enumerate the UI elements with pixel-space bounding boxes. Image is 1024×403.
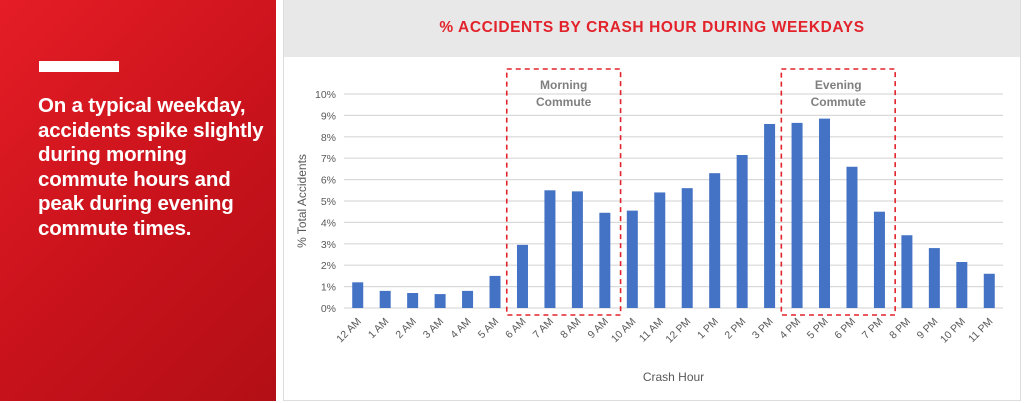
bar bbox=[819, 118, 831, 308]
x-tick-label: 5 PM bbox=[805, 316, 831, 342]
commute-label: Morning bbox=[540, 78, 587, 92]
accent-bar bbox=[39, 61, 119, 72]
bar bbox=[956, 261, 968, 308]
y-tick-label: 3% bbox=[321, 239, 336, 251]
x-tick-label: 12 AM bbox=[334, 316, 364, 346]
bar bbox=[544, 190, 556, 308]
commute-label: Evening bbox=[815, 78, 862, 92]
x-tick-label: 10 AM bbox=[609, 316, 639, 346]
y-tick-label: 10% bbox=[315, 89, 336, 101]
y-tick-label: 5% bbox=[321, 196, 336, 208]
bar bbox=[626, 210, 638, 308]
x-tick-label: 1 PM bbox=[695, 316, 721, 342]
x-tick-label: 6 PM bbox=[832, 316, 858, 342]
bar bbox=[873, 211, 885, 308]
bar bbox=[407, 293, 419, 308]
bar bbox=[846, 166, 858, 308]
chart-title: % ACCIDENTS BY CRASH HOUR DURING WEEKDAY… bbox=[439, 19, 865, 36]
x-tick-label: 9 AM bbox=[586, 316, 611, 341]
bar bbox=[654, 192, 666, 308]
commute-highlight-box bbox=[505, 68, 622, 316]
y-tick-label: 1% bbox=[321, 282, 336, 294]
x-tick-label: 3 AM bbox=[421, 316, 446, 341]
bar bbox=[901, 235, 913, 308]
bar bbox=[434, 294, 446, 308]
x-axis-title: Crash Hour bbox=[643, 370, 704, 384]
bar bbox=[736, 154, 748, 308]
y-tick-label: 2% bbox=[321, 260, 336, 272]
y-tick-label: 4% bbox=[321, 217, 336, 229]
x-tick-label: 8 PM bbox=[887, 316, 913, 342]
x-tick-label: 3 PM bbox=[750, 316, 776, 342]
y-tick-label: 8% bbox=[321, 132, 336, 144]
x-tick-label: 4 PM bbox=[777, 316, 803, 342]
x-tick-label: 8 AM bbox=[558, 316, 583, 341]
x-tick-label: 12 PM bbox=[663, 316, 693, 346]
y-tick-label: 9% bbox=[321, 110, 336, 122]
x-tick-label: 10 PM bbox=[938, 316, 968, 346]
bar bbox=[764, 123, 776, 309]
summary-text: On a typical weekday, accidents spike sl… bbox=[38, 94, 264, 240]
x-tick-label: 6 AM bbox=[503, 316, 528, 341]
bar bbox=[599, 212, 611, 308]
y-tick-label: 7% bbox=[321, 153, 336, 165]
summary-panel: On a typical weekday, accidents spike sl… bbox=[0, 0, 276, 401]
commute-label: Commute bbox=[811, 95, 867, 109]
bar bbox=[352, 282, 364, 308]
x-tick-label: 2 PM bbox=[722, 316, 748, 342]
commute-highlight-box bbox=[780, 68, 896, 316]
x-tick-label: 1 AM bbox=[366, 316, 391, 341]
x-tick-label: 5 AM bbox=[476, 316, 501, 341]
x-tick-label: 4 AM bbox=[448, 316, 473, 341]
chart-panel: % ACCIDENTS BY CRASH HOUR DURING WEEKDAY… bbox=[283, 0, 1021, 401]
commute-label: Commute bbox=[536, 95, 592, 109]
bar bbox=[379, 290, 391, 308]
x-tick-label: 7 PM bbox=[860, 316, 886, 342]
x-tick-label: 2 AM bbox=[393, 316, 418, 341]
bar bbox=[928, 248, 940, 308]
x-tick-label: 7 AM bbox=[531, 316, 556, 341]
y-tick-label: 6% bbox=[321, 175, 336, 187]
x-tick-label: 11 PM bbox=[966, 316, 995, 345]
bar bbox=[462, 290, 474, 308]
bar bbox=[983, 273, 995, 308]
chart-title-bar: % ACCIDENTS BY CRASH HOUR DURING WEEKDAY… bbox=[284, 0, 1020, 57]
bar bbox=[681, 188, 693, 308]
bar-chart: 0% 1% 2% 3% 4% 5% 6% 7% 8% 9% 10% 12 AM 1 AM 2 AM 3 AM… bbox=[295, 68, 1003, 384]
x-tick-label: 11 AM bbox=[637, 316, 666, 345]
bar bbox=[709, 173, 721, 308]
bar bbox=[516, 244, 528, 308]
bar bbox=[571, 191, 583, 308]
bar bbox=[791, 122, 803, 308]
y-tick-label: 0% bbox=[321, 303, 336, 315]
x-tick-label: 9 PM bbox=[915, 316, 941, 342]
y-axis-title: % Total Accidents bbox=[295, 154, 309, 248]
bar bbox=[489, 275, 501, 308]
